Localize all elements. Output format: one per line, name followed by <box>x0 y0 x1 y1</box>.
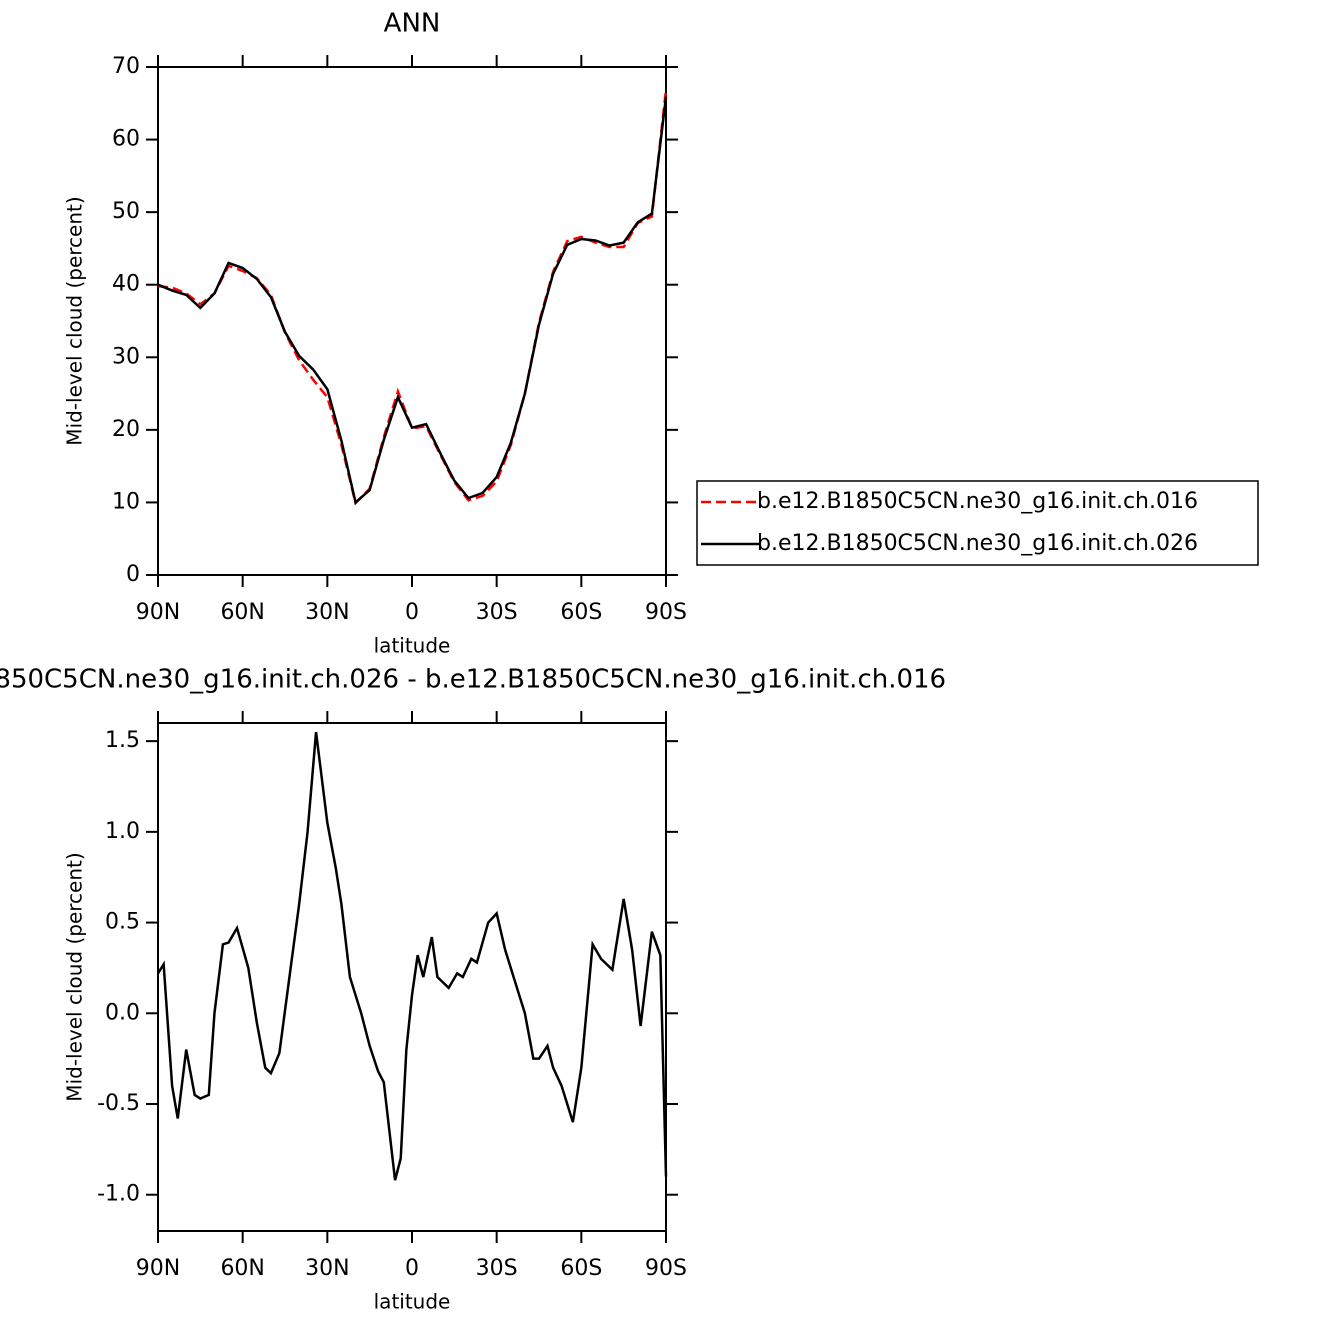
y-tick-label: -1.0 <box>97 1182 140 1207</box>
y-tick-label: 40 <box>112 272 140 297</box>
x-tick-label: 90S <box>645 1256 687 1281</box>
x-tick-label: 0 <box>405 1256 419 1281</box>
x-tick-label: 30S <box>476 1256 518 1281</box>
legend-label: b.e12.B1850C5CN.ne30_g16.init.ch.016 <box>757 489 1198 514</box>
y-tick-label: 0.5 <box>105 910 140 935</box>
x-axis-label: latitude <box>374 634 451 658</box>
x-axis-label: latitude <box>374 1290 451 1314</box>
plot-frame <box>157 66 667 576</box>
y-tick-label: -0.5 <box>97 1091 140 1116</box>
x-tick-label: 90N <box>136 1256 180 1281</box>
y-tick-label: 10 <box>112 489 140 514</box>
x-tick-label: 60N <box>220 600 264 625</box>
x-tick-label: 30N <box>305 1256 349 1281</box>
x-tick-label: 30S <box>476 600 518 625</box>
y-axis-label: Mid-level cloud (percent) <box>63 852 87 1101</box>
y-tick-label: 70 <box>112 54 140 79</box>
y-tick-label: 60 <box>112 127 140 152</box>
x-tick-label: 30N <box>305 600 349 625</box>
x-tick-label: 90S <box>645 600 687 625</box>
chart-title: ANN <box>384 9 441 39</box>
y-tick-label: 50 <box>112 199 140 224</box>
x-tick-label: 60S <box>560 1256 602 1281</box>
y-tick-label: 20 <box>112 417 140 442</box>
y-tick-label: 1.0 <box>105 819 140 844</box>
y-tick-label: 30 <box>112 344 140 369</box>
y-axis-label: Mid-level cloud (percent) <box>63 196 87 445</box>
plot-frame <box>157 722 667 1232</box>
y-tick-label: 0 <box>126 562 140 587</box>
x-tick-label: 60N <box>220 1256 264 1281</box>
chart-title: b.e12.B1850C5CN.ne30_g16.init.ch.026 - b… <box>0 665 946 695</box>
x-tick-label: 60S <box>560 600 602 625</box>
line-series <box>157 89 668 506</box>
x-tick-label: 0 <box>405 600 419 625</box>
line-series <box>156 731 668 1181</box>
x-tick-label: 90N <box>136 600 180 625</box>
legend-label: b.e12.B1850C5CN.ne30_g16.init.ch.026 <box>757 531 1198 556</box>
line-series <box>157 96 668 505</box>
y-tick-label: 1.5 <box>105 728 140 753</box>
y-tick-label: 0.0 <box>105 1000 140 1025</box>
legend-box <box>696 480 1259 566</box>
